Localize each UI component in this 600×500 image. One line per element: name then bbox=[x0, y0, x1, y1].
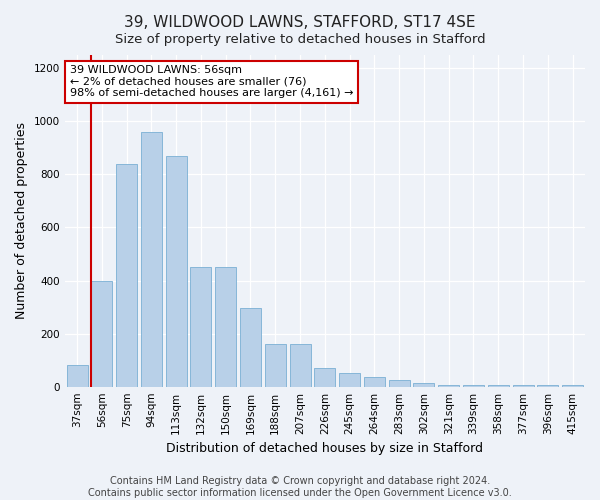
Text: Contains HM Land Registry data © Crown copyright and database right 2024.
Contai: Contains HM Land Registry data © Crown c… bbox=[88, 476, 512, 498]
Bar bbox=[116, 164, 137, 386]
Bar bbox=[67, 366, 88, 386]
Bar bbox=[190, 268, 211, 386]
Text: 39 WILDWOOD LAWNS: 56sqm
← 2% of detached houses are smaller (76)
98% of semi-de: 39 WILDWOOD LAWNS: 56sqm ← 2% of detache… bbox=[70, 65, 353, 98]
Bar bbox=[339, 374, 360, 386]
Bar bbox=[91, 280, 112, 386]
X-axis label: Distribution of detached houses by size in Stafford: Distribution of detached houses by size … bbox=[166, 442, 484, 455]
Y-axis label: Number of detached properties: Number of detached properties bbox=[15, 122, 28, 320]
Bar bbox=[265, 344, 286, 387]
Bar bbox=[413, 382, 434, 386]
Bar bbox=[240, 308, 261, 386]
Bar bbox=[314, 368, 335, 386]
Bar bbox=[364, 378, 385, 386]
Bar bbox=[290, 344, 311, 387]
Bar bbox=[141, 132, 162, 386]
Text: 39, WILDWOOD LAWNS, STAFFORD, ST17 4SE: 39, WILDWOOD LAWNS, STAFFORD, ST17 4SE bbox=[124, 15, 476, 30]
Bar bbox=[166, 156, 187, 386]
Text: Size of property relative to detached houses in Stafford: Size of property relative to detached ho… bbox=[115, 32, 485, 46]
Bar bbox=[215, 268, 236, 386]
Bar bbox=[389, 380, 410, 386]
